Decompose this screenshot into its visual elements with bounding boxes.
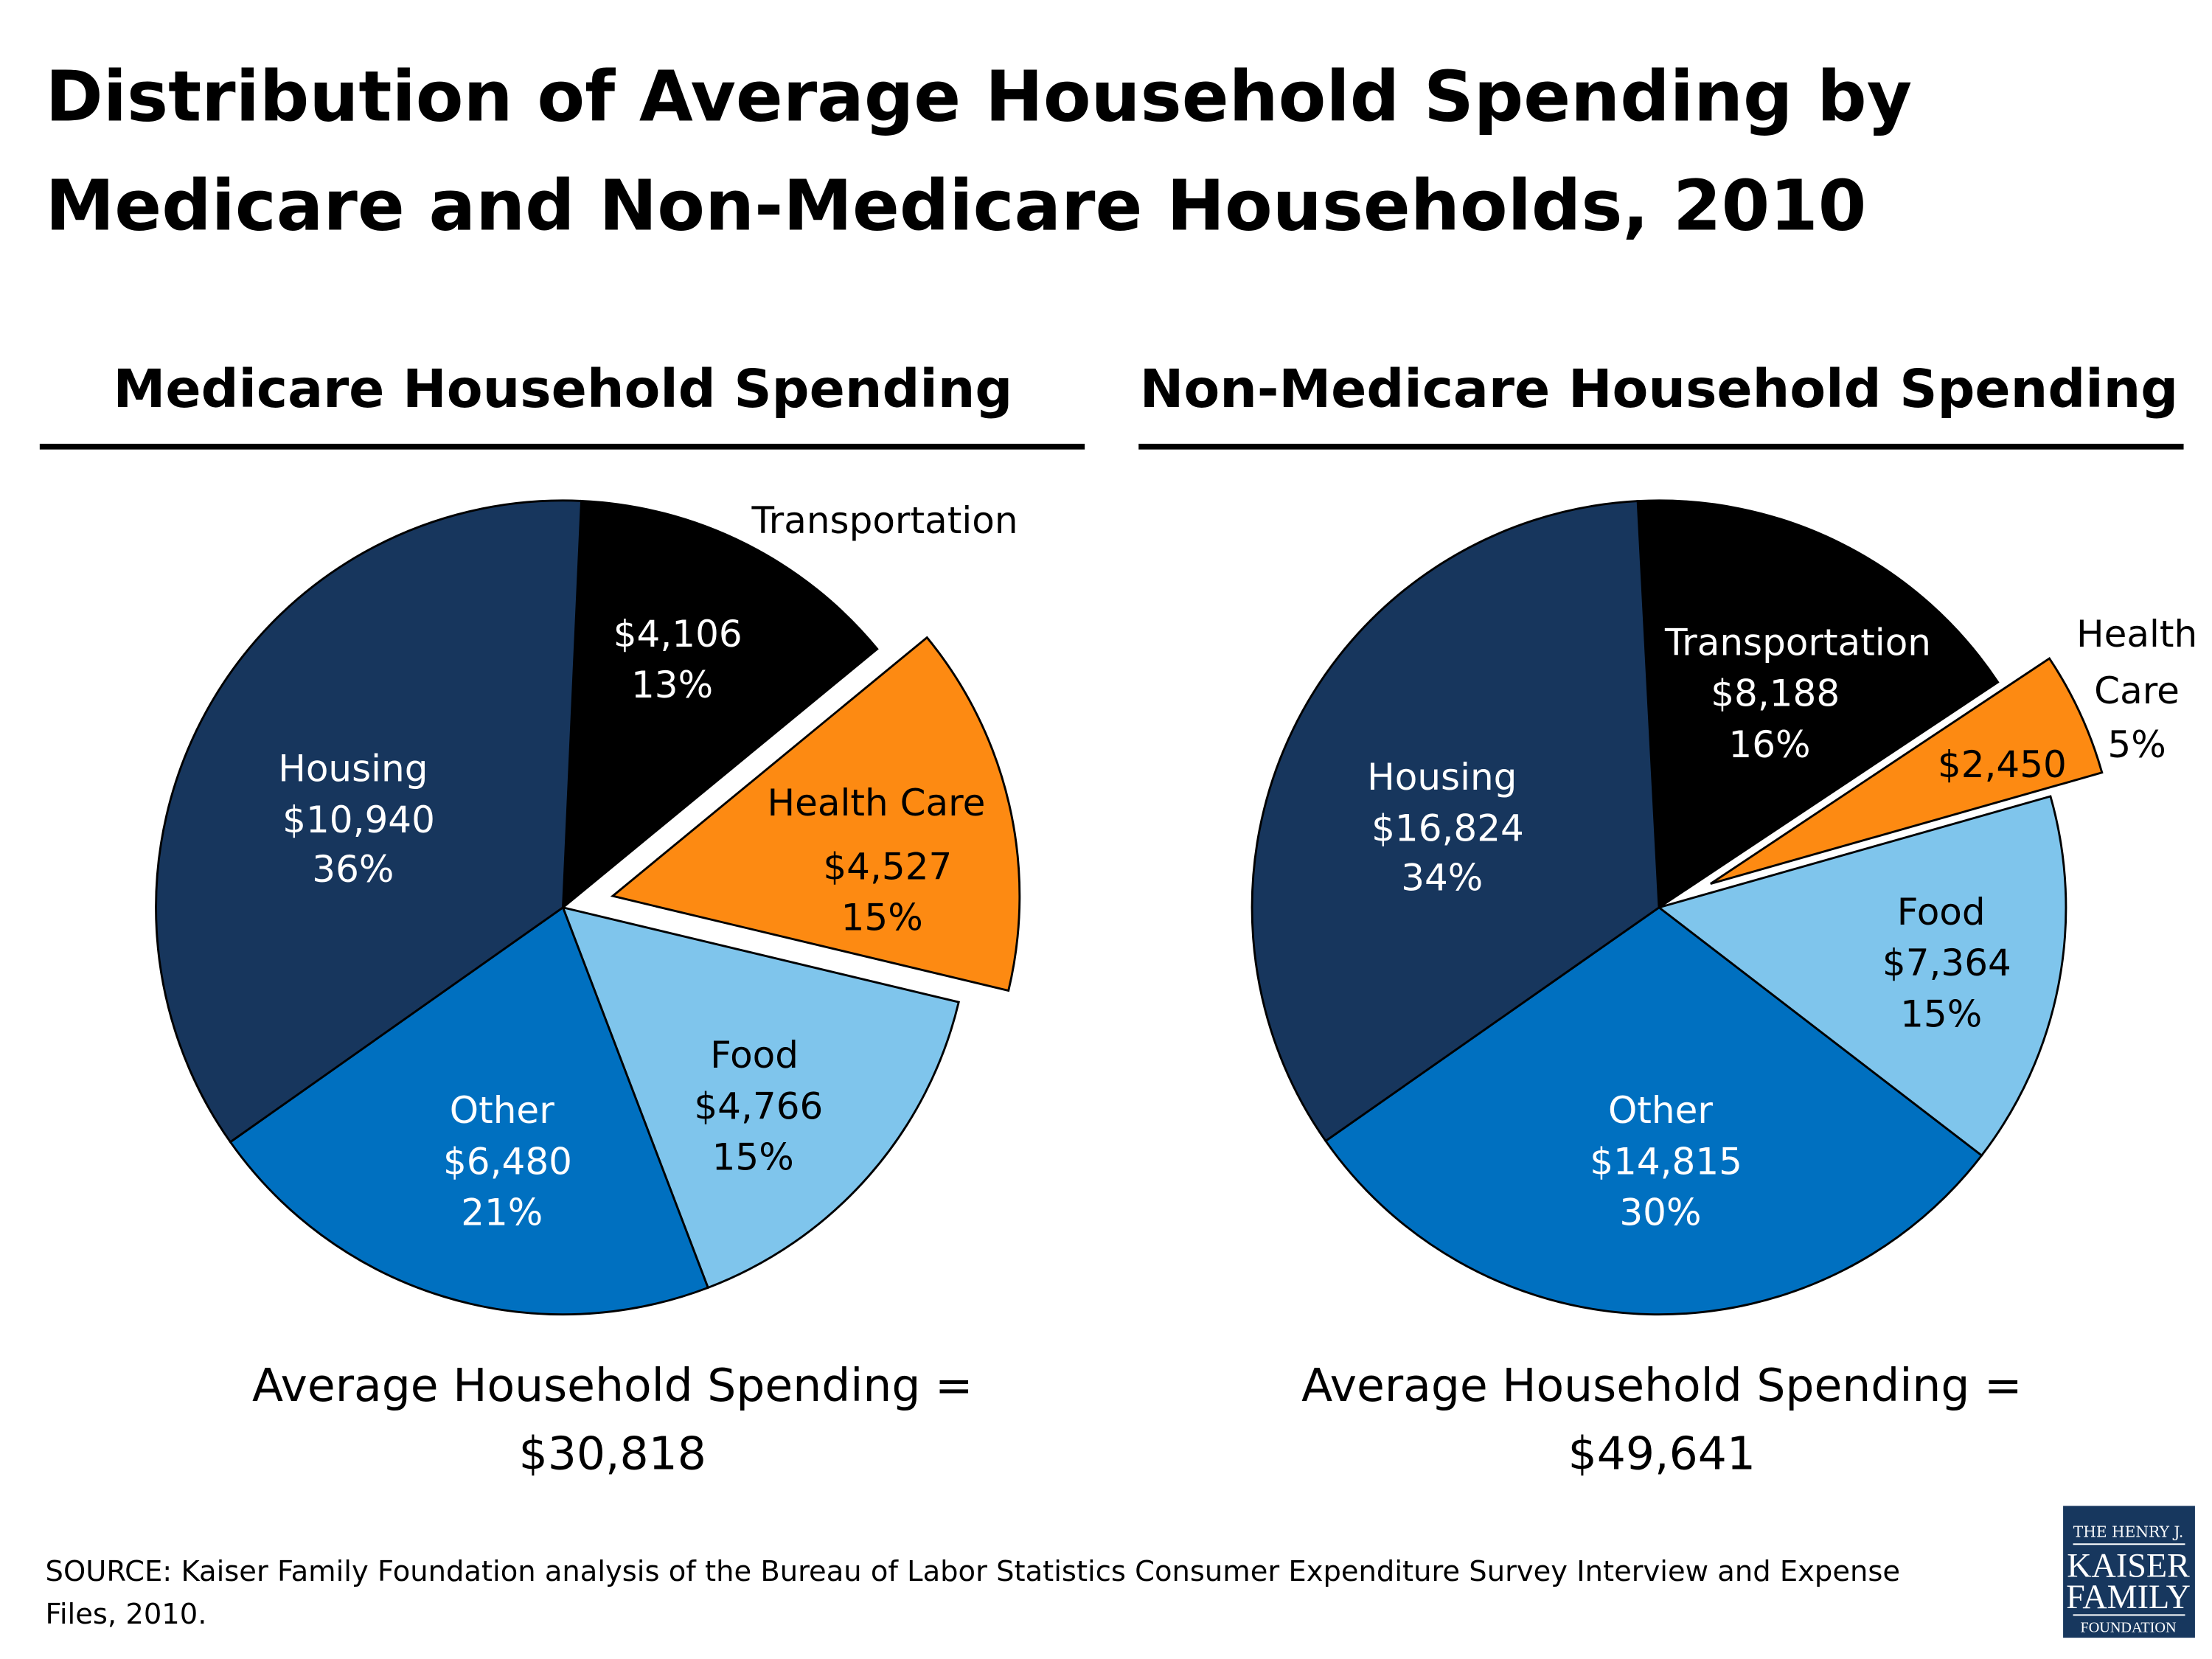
slice-housing (155, 499, 583, 1144)
right-transportation-value: $8,188 (1711, 672, 1840, 715)
slice-food (561, 905, 961, 1290)
right-transportation-percent: 16% (1728, 723, 1810, 766)
right-food-value: $7,364 (1882, 942, 2011, 984)
right-food-name: Food (1897, 891, 1986, 933)
left-pie-title: Medicare Household Spending (114, 358, 1013, 420)
right-housing-value: $16,824 (1371, 807, 1524, 849)
left-transportation-value: $4,106 (613, 613, 742, 655)
svg-text:FAMILY: FAMILY (2066, 1578, 2191, 1615)
slice-health-care (1710, 656, 2104, 885)
slice-health-care (610, 636, 1021, 992)
slice-transportation (1636, 499, 2000, 910)
left-other-percent: 21% (461, 1192, 543, 1234)
right-total-value: $49,641 (1568, 1427, 1756, 1480)
svg-text:THE HENRY J.: THE HENRY J. (2073, 1523, 2184, 1541)
left-food-value: $4,766 (694, 1085, 823, 1127)
left-housing-name: Housing (278, 748, 428, 790)
left-health-care-value: $4,527 (823, 845, 952, 888)
right-transportation-name: Transportation (1664, 621, 1931, 664)
kff-logo: THE HENRY J. KAISER FAMILY FOUNDATION (2063, 1506, 2195, 1638)
left-housing-value: $10,940 (282, 799, 435, 841)
right-pie (1251, 499, 2104, 1316)
right-health-care-name: Care (2094, 669, 2180, 712)
right-pie-title: Non-Medicare Household Spending (1140, 358, 2178, 420)
right-other-name: Other (1608, 1089, 1713, 1132)
slice-transportation (561, 499, 879, 910)
left-pie (155, 499, 1021, 1316)
left-other-name: Other (450, 1089, 554, 1132)
slice-other (1324, 905, 1983, 1316)
right-health-care-percent: 5% (2107, 723, 2166, 766)
right-health-care-name: Health (2076, 613, 2197, 655)
title-line-2: Medicare and Non-Medicare Households, 20… (46, 167, 1867, 247)
source-line-2: Files, 2010. (46, 1598, 207, 1631)
left-food-percent: 15% (712, 1136, 794, 1179)
right-other-value: $14,815 (1590, 1140, 1742, 1183)
right-other-percent: 30% (1619, 1192, 1701, 1234)
slice-other (229, 905, 710, 1316)
right-food-percent: 15% (1900, 992, 1982, 1035)
slice-food (1656, 795, 2067, 1158)
left-transportation-name: Transportation (751, 499, 1018, 542)
left-housing-percent: 36% (312, 848, 394, 891)
left-transportation-percent: 13% (631, 664, 713, 706)
source-line-1: SOURCE: Kaiser Family Foundation analysi… (46, 1555, 1901, 1588)
right-housing-name: Housing (1367, 756, 1517, 799)
right-health-care-value: $2,450 (1938, 743, 2067, 786)
title-line-1: Distribution of Average Household Spendi… (46, 57, 1913, 137)
left-health-care-name: Health Care (768, 782, 986, 824)
left-other-value: $6,480 (443, 1140, 572, 1183)
left-health-care-percent: 15% (841, 897, 923, 939)
svg-text:KAISER: KAISER (2067, 1546, 2190, 1584)
slice-labels: Transportation $4,106 13% Health Care $4,527… (278, 499, 2197, 1234)
left-total-value: $30,818 (519, 1427, 706, 1480)
left-food-name: Food (710, 1034, 799, 1077)
right-housing-percent: 34% (1401, 857, 1483, 900)
right-total-label: Average Household Spending = (1301, 1359, 2022, 1412)
svg-text:FOUNDATION: FOUNDATION (2080, 1619, 2177, 1635)
left-total-label: Average Household Spending = (252, 1359, 973, 1412)
slice-housing (1251, 500, 1660, 1143)
